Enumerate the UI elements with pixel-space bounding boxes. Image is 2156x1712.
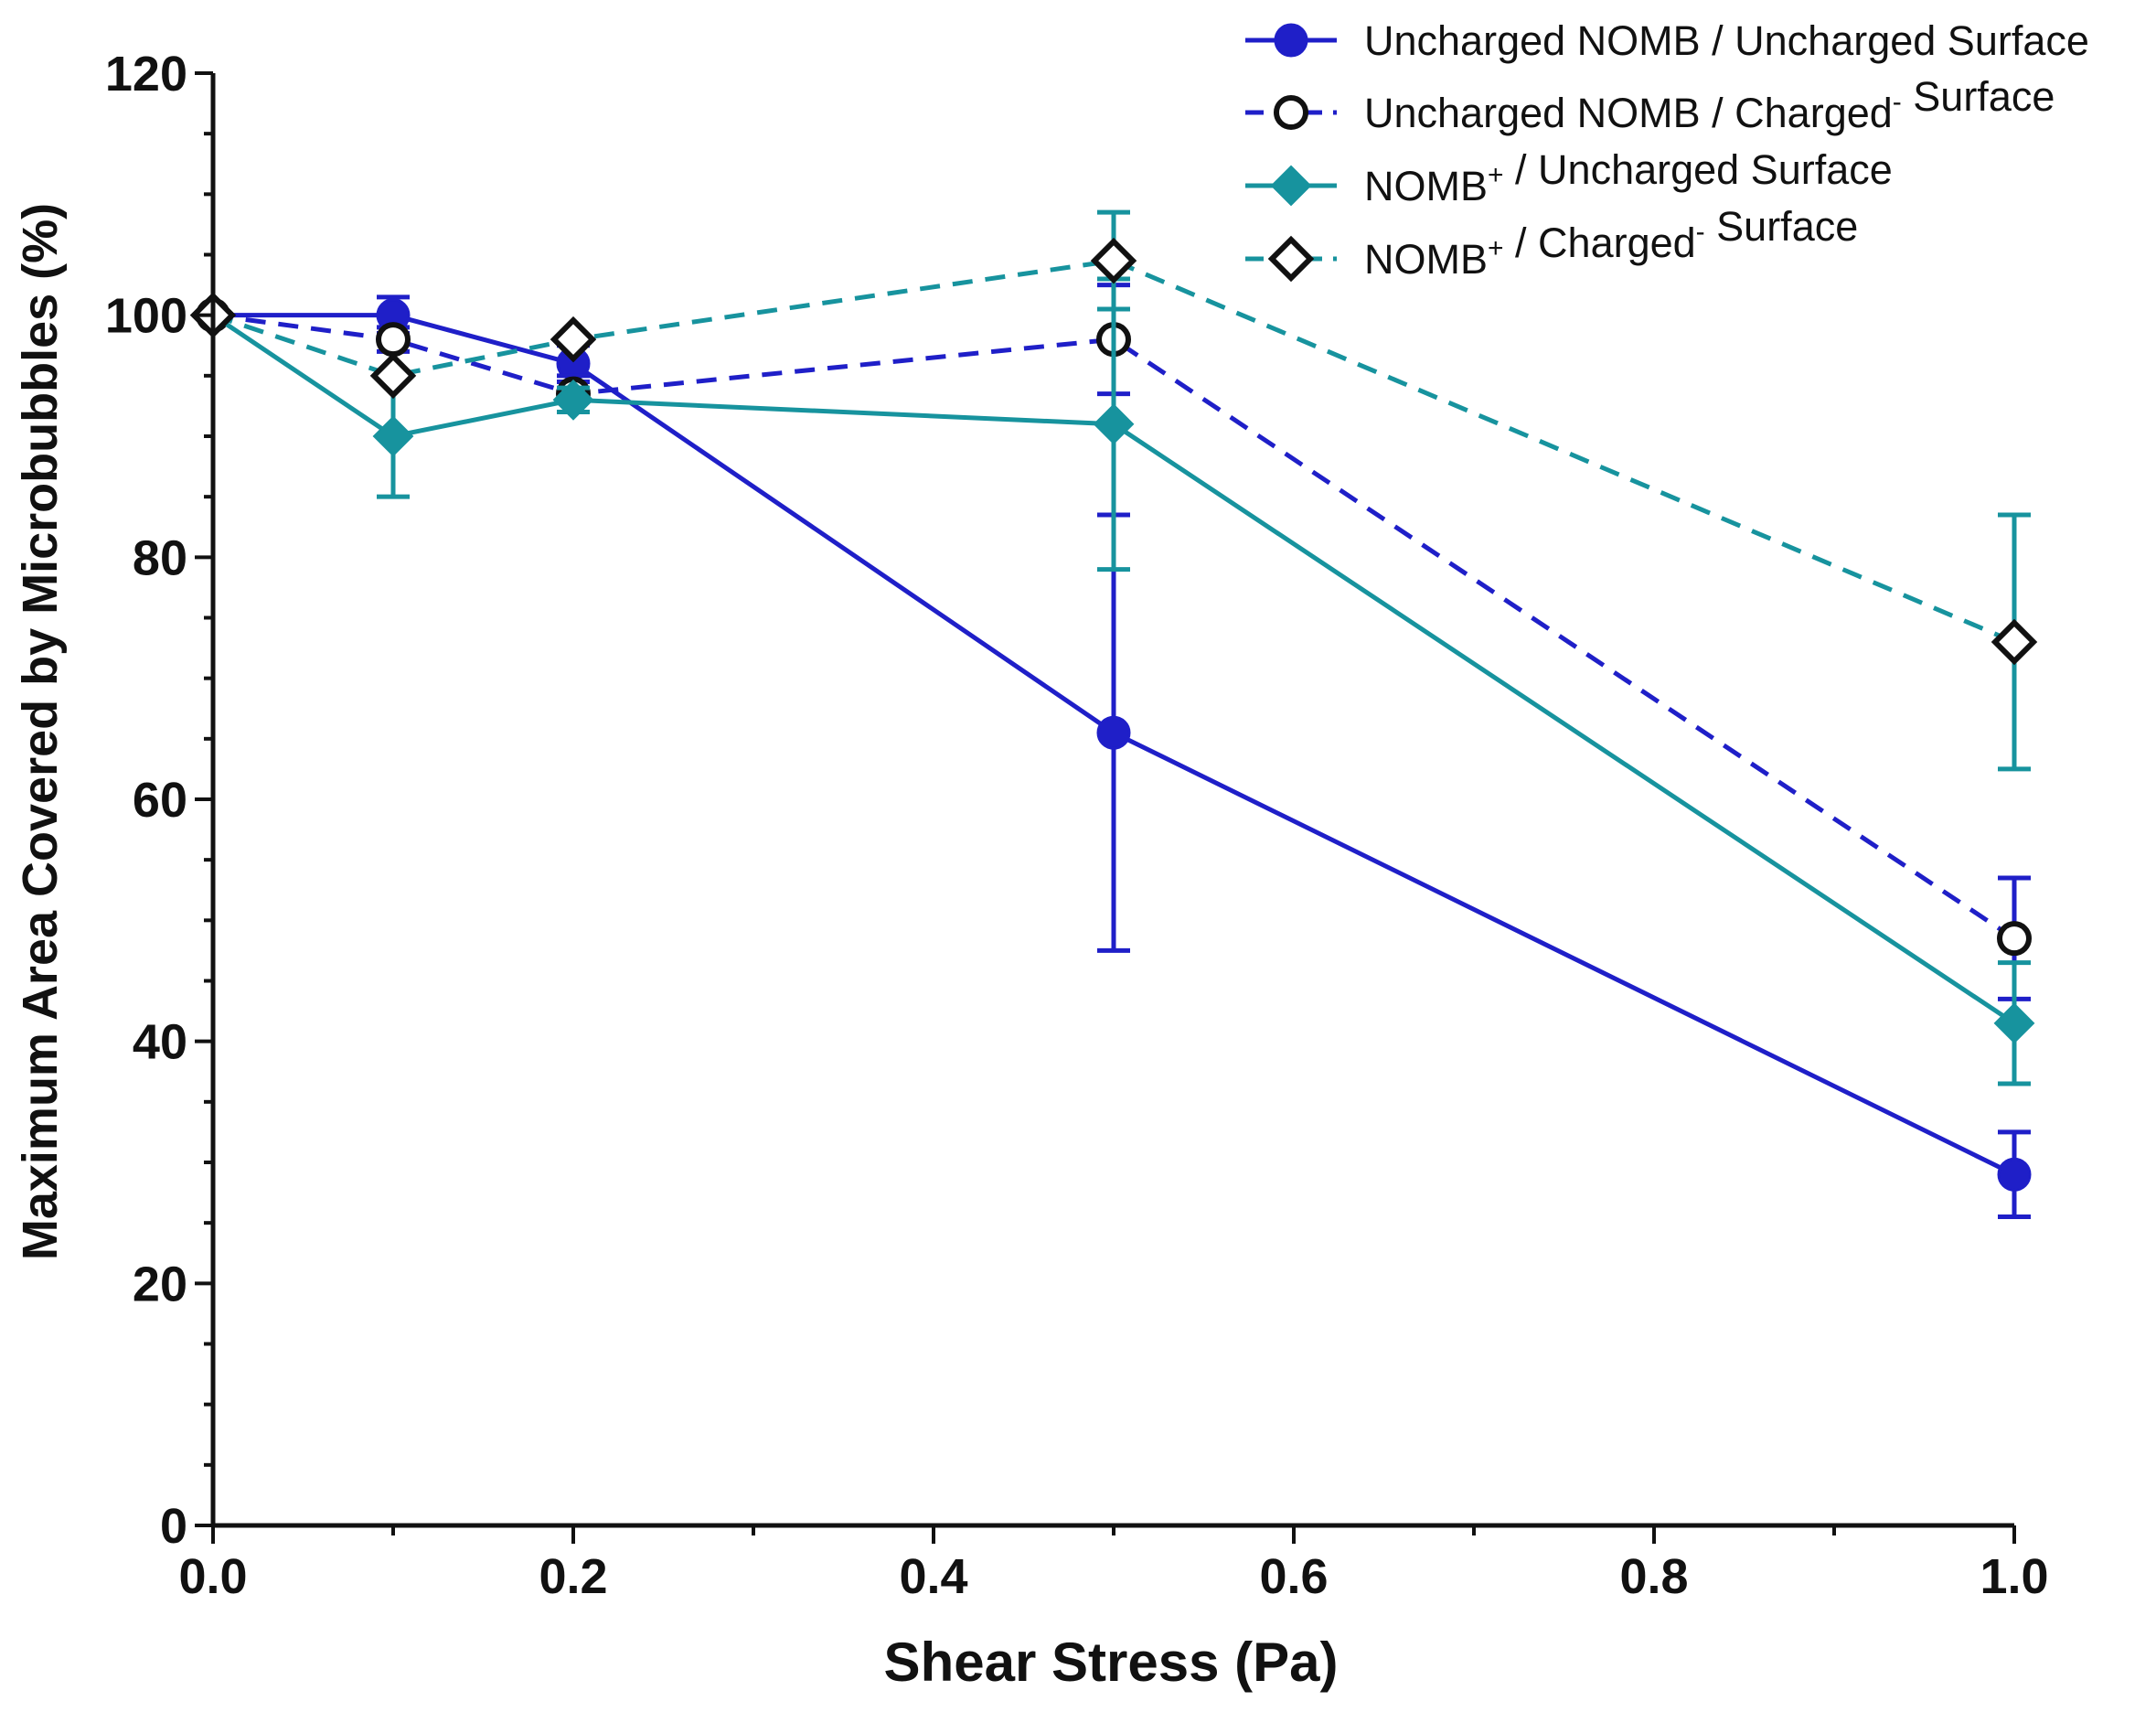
x-tick-label: 0.2 <box>539 1549 607 1604</box>
legend-marker <box>1274 95 1308 130</box>
legend-label: Uncharged NOMB / Uncharged Surface <box>1364 17 2089 64</box>
data-point <box>376 322 411 358</box>
y-tick-label: 40 <box>133 1015 187 1070</box>
x-tick-label: 1.0 <box>1980 1549 2048 1604</box>
data-point <box>1991 618 2038 666</box>
y-tick-label: 100 <box>105 289 187 344</box>
legend-marker <box>1270 165 1312 207</box>
x-tick-label: 0.0 <box>178 1549 247 1604</box>
x-tick-label: 0.8 <box>1619 1549 1688 1604</box>
y-axis-title: Maximum Area Covered by Microbubbles (%) <box>13 203 68 1260</box>
data-point <box>1993 1002 2035 1044</box>
y-tick-label: 60 <box>133 773 187 828</box>
x-tick-label: 0.6 <box>1259 1549 1328 1604</box>
data-point <box>1997 1157 2032 1192</box>
legend-item-2: Uncharged NOMB / Charged- Surface <box>1245 73 2055 136</box>
legend-label: NOMB+ / Uncharged Surface <box>1364 146 1893 209</box>
legend-marker <box>1274 23 1308 58</box>
legend-item-1: Uncharged NOMB / Uncharged Surface <box>1245 17 2089 64</box>
plot-lines <box>189 209 2038 1220</box>
x-tick-label: 0.4 <box>899 1549 967 1604</box>
legend-label: NOMB+ / Charged- Surface <box>1364 203 1858 283</box>
legend-item-3: NOMB+ / Uncharged Surface <box>1245 146 1893 209</box>
y-tick-label: 0 <box>160 1499 187 1554</box>
legend-item-4: NOMB+ / Charged- Surface <box>1245 203 1858 283</box>
legend: Uncharged NOMB / Uncharged Surface Unchar… <box>1245 17 2089 283</box>
x-axis-title: Shear Stress (Pa) <box>884 1632 1339 1693</box>
data-point <box>1090 237 1137 284</box>
y-tick-label: 120 <box>105 47 187 102</box>
data-point <box>369 352 417 400</box>
legend-marker <box>1267 235 1315 283</box>
legend-label: Uncharged NOMB / Charged- Surface <box>1364 73 2055 136</box>
data-point <box>550 316 597 363</box>
series-3 <box>192 276 2035 1086</box>
data-point <box>1096 715 1131 750</box>
data-point <box>372 415 414 457</box>
data-point <box>1997 921 2032 957</box>
axes: 0.0 0.2 0.4 0.6 0.8 1.0 0 20 40 60 80 100 120 <box>105 47 2049 1604</box>
y-tick-label: 20 <box>133 1257 187 1311</box>
data-point <box>552 379 594 421</box>
data-point <box>1093 403 1135 445</box>
series-4 <box>189 209 2038 772</box>
y-tick-label: 80 <box>133 530 187 585</box>
